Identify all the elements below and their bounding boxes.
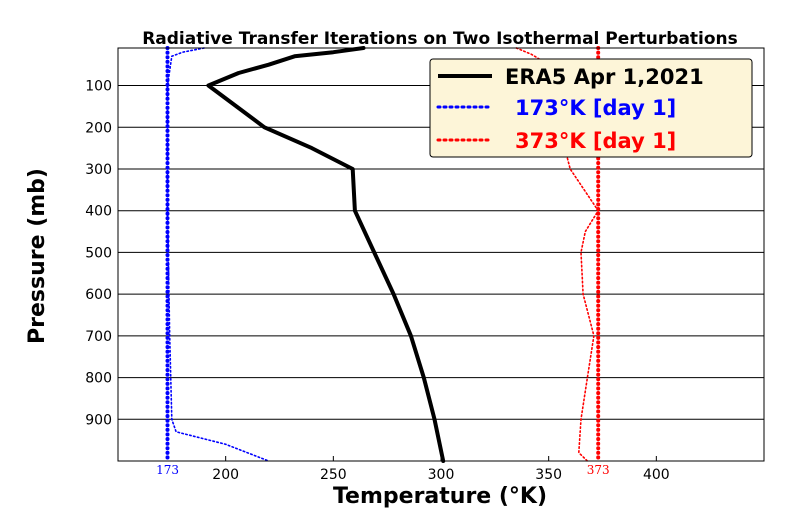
y-tick-label-900: 900 [85,412,112,428]
y-tick-label-600: 600 [85,287,112,303]
x-tick-label-200: 200 [212,467,239,483]
y-tick-label-300: 300 [85,162,112,178]
x-tick-label-350: 350 [535,467,562,483]
y-tick-label-700: 700 [85,329,112,345]
legend-label-373: 373°K [day 1] [515,129,676,153]
x-axis-ticks: 200 250 300 350 400 [212,456,670,483]
y-tick-label-400: 400 [85,204,112,220]
x-tick-label-400: 400 [643,467,670,483]
legend-label-173: 173°K [day 1] [515,96,676,120]
legend-label-era5: ERA5 Apr 1,2021 [505,65,704,89]
x-tick-label-300: 300 [428,467,455,483]
y-tick-label-500: 500 [85,245,112,261]
marker-labels: 173 373 [156,463,610,477]
y-axis-label: Pressure (mb) [25,168,50,344]
marker-label-373: 373 [587,463,610,477]
legend-box [429,58,753,158]
x-axis-label: Temperature (°K) [333,484,547,509]
x-tick-label-250: 250 [320,467,347,483]
marker-label-173: 173 [156,463,179,477]
y-axis-ticks: 100 200 300 400 500 600 700 800 900 [85,79,112,429]
y-tick-label-100: 100 [85,79,112,95]
series-line-0 [206,46,446,463]
y-tick-label-800: 800 [85,371,112,387]
grid [118,85,764,420]
chart-title: Radiative Transfer Iterations on Two Iso… [142,29,738,49]
y-tick-label-200: 200 [85,120,112,136]
legend: ERA5 Apr 1,2021 173°K [day 1] 373°K [day… [429,58,753,158]
series-line-1 [166,47,270,462]
